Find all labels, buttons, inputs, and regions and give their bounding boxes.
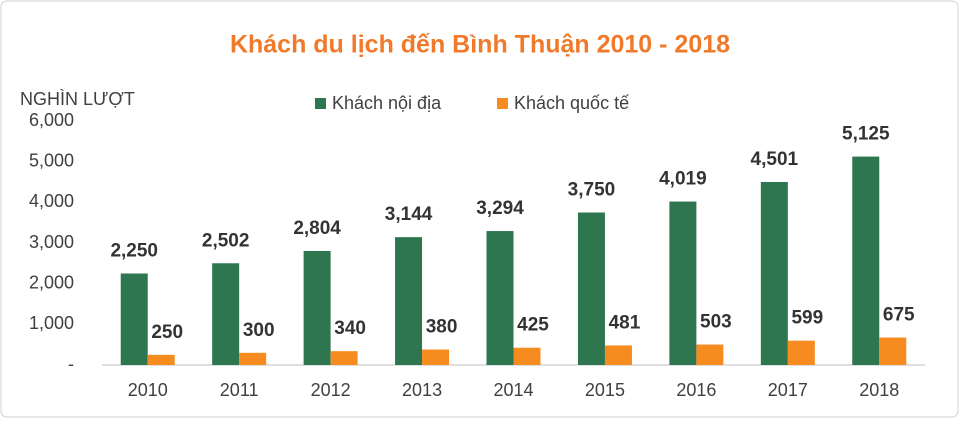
x-tick-label: 2016	[676, 380, 716, 400]
bar	[212, 263, 240, 365]
y-tick-label: 3,000	[29, 232, 74, 252]
bar	[669, 201, 697, 365]
data-label: 599	[791, 308, 823, 329]
y-tick-label: 2,000	[29, 272, 74, 292]
bar	[147, 354, 175, 365]
y-tick-label: 5,000	[29, 150, 74, 170]
data-label: 2,502	[202, 230, 250, 251]
legend-label: Khách nội địa	[332, 93, 442, 113]
data-label: 3,750	[568, 180, 616, 201]
bar	[395, 237, 423, 365]
data-label: 380	[426, 317, 458, 338]
bar	[330, 351, 358, 365]
legend-swatch	[315, 98, 326, 109]
bar	[879, 337, 907, 365]
x-tick-label: 2013	[402, 380, 442, 400]
y-tick-label: 6,000	[29, 110, 74, 130]
legend-swatch	[497, 98, 508, 109]
bar	[303, 250, 331, 365]
bar	[486, 231, 514, 365]
y-axis-label: NGHÌN LƯỢT	[20, 89, 135, 109]
legend-label: Khách quốc tế	[514, 93, 629, 113]
y-tick-label: 4,000	[29, 191, 74, 211]
y-tick-label: -	[68, 354, 74, 374]
bar	[760, 181, 788, 365]
bar	[696, 344, 724, 365]
bar	[577, 212, 605, 365]
bar	[513, 347, 541, 365]
x-tick-label: 2015	[585, 380, 625, 400]
data-label: 5,125	[842, 124, 890, 145]
data-label: 4,019	[659, 169, 707, 190]
data-label: 481	[609, 312, 641, 333]
x-tick-label: 2010	[128, 380, 168, 400]
data-label: 3,144	[385, 204, 433, 225]
x-tick-label: 2018	[859, 380, 899, 400]
data-label: 675	[883, 305, 915, 326]
data-label: 3,294	[476, 198, 524, 219]
data-label: 4,501	[751, 149, 799, 170]
chart-title: Khách du lịch đến Bình Thuận 2010 - 2018	[230, 31, 730, 59]
data-label: 300	[243, 320, 275, 341]
bar	[422, 349, 450, 365]
data-label: 503	[700, 312, 732, 333]
x-tick-label: 2012	[311, 380, 351, 400]
data-label: 340	[334, 318, 366, 339]
y-tick-label: 1,000	[29, 313, 74, 333]
bar	[787, 340, 815, 365]
bar	[604, 345, 632, 365]
bar	[852, 156, 880, 365]
bar	[120, 273, 148, 365]
data-label: 2,250	[110, 241, 158, 262]
x-tick-label: 2014	[493, 380, 533, 400]
data-label: 425	[517, 315, 549, 336]
bar	[239, 352, 267, 365]
data-label: 2,804	[293, 218, 341, 239]
x-tick-label: 2011	[220, 380, 259, 400]
data-label: 250	[151, 322, 183, 343]
x-tick-label: 2017	[768, 380, 808, 400]
